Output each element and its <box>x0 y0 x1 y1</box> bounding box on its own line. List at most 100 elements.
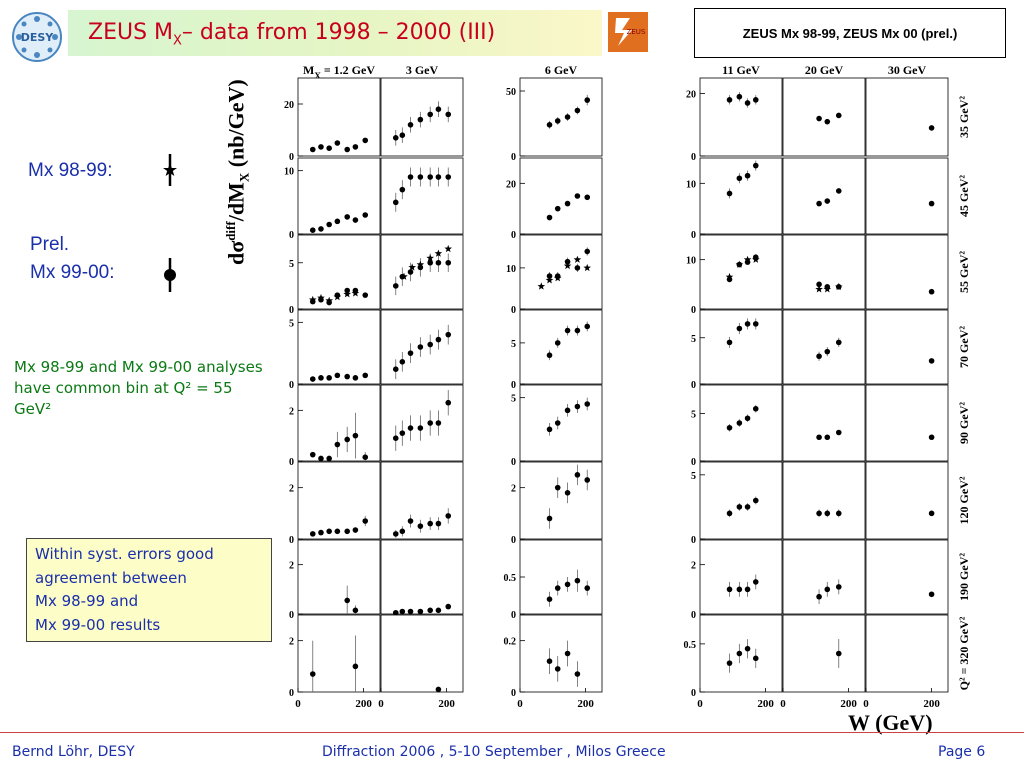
data-point-circle <box>546 658 553 664</box>
plot-panel <box>519 77 603 157</box>
y-tick-label: 0 <box>511 380 516 391</box>
data-point-circle <box>816 593 822 600</box>
data-point-star <box>537 282 546 290</box>
data-point-circle <box>318 144 324 150</box>
column-header: 3 GeV <box>406 63 439 77</box>
legend-prel-label: Prel. <box>30 234 70 255</box>
data-point-circle <box>352 144 359 150</box>
plot-panel <box>699 157 783 235</box>
x-tick-label: 200 <box>577 698 594 710</box>
data-point-circle <box>564 581 571 588</box>
y-tick-label: 0 <box>289 610 294 621</box>
data-point-star <box>743 255 752 263</box>
data-point-circle <box>309 451 316 458</box>
plot-panel <box>519 461 603 540</box>
data-point-circle <box>564 200 571 207</box>
data-point-circle <box>435 106 442 112</box>
data-point-circle <box>928 125 935 131</box>
data-point-star <box>725 272 734 281</box>
plot-panel <box>380 539 464 615</box>
note-text: Mx 98-99 and Mx 99-00 analyses have comm… <box>14 358 263 418</box>
plot-panel <box>865 539 949 615</box>
data-point-circle <box>835 510 842 517</box>
data-point-circle <box>427 111 434 118</box>
plot-panel <box>865 234 949 310</box>
y-tick-label: 10 <box>506 264 516 275</box>
data-point-circle <box>427 174 434 180</box>
data-point-circle <box>417 425 424 431</box>
data-point-circle <box>736 325 743 332</box>
data-point-circle <box>574 472 581 478</box>
data-point-circle <box>554 118 561 124</box>
y-tick-label: 5 <box>289 259 294 270</box>
data-point-circle <box>318 226 324 232</box>
data-point-circle <box>584 194 591 201</box>
data-point-star <box>735 260 744 268</box>
column-header: 20 GeV <box>805 63 844 77</box>
column-header: 6 GeV <box>545 63 578 77</box>
data-point-circle <box>744 645 751 652</box>
data-point-circle <box>362 454 369 461</box>
data-point-star <box>408 263 416 271</box>
data-point-star <box>752 255 760 263</box>
data-point-circle <box>445 513 452 519</box>
data-point-circle <box>417 344 424 350</box>
y-tick-label: 5 <box>691 471 696 482</box>
y-tick-label: 0 <box>511 610 516 621</box>
column-header: 11 GeV <box>722 63 760 77</box>
y-tick-label: 0.2 <box>504 637 517 648</box>
y-tick-label: 0 <box>691 610 696 621</box>
plot-panel <box>380 157 464 235</box>
plot-panel <box>782 309 866 385</box>
data-point-circle <box>736 93 743 100</box>
footer-event: Diffraction 2006 , 5-10 September , Milo… <box>322 744 666 760</box>
data-point-star <box>835 282 843 290</box>
data-point-circle <box>326 528 332 535</box>
data-point-circle <box>435 607 442 614</box>
data-point-circle <box>318 455 324 462</box>
data-point-circle <box>574 671 581 677</box>
plot-panel <box>699 539 783 615</box>
data-point-circle <box>435 420 442 426</box>
data-point-circle <box>334 218 341 225</box>
data-point-circle <box>445 399 452 406</box>
data-point-circle <box>835 188 842 194</box>
row-label: 35 GeV² <box>957 96 971 138</box>
data-point-circle <box>726 190 733 197</box>
data-point-circle <box>417 523 424 529</box>
data-point-circle <box>574 577 581 584</box>
data-point-star <box>573 255 582 263</box>
y-tick-label: 0.5 <box>684 640 697 651</box>
y-tick-label: 0 <box>289 230 294 241</box>
data-point-circle <box>435 259 442 266</box>
plot-panel <box>297 309 381 385</box>
data-point-circle <box>407 269 414 275</box>
data-point-star <box>309 295 317 303</box>
data-point-circle <box>362 518 369 524</box>
plot-panel <box>380 77 464 157</box>
data-point-circle <box>816 434 822 441</box>
data-point-star <box>317 293 325 302</box>
data-point-circle <box>584 97 591 103</box>
plot-panel <box>782 384 866 462</box>
data-point-circle <box>427 341 434 348</box>
data-point-circle <box>564 490 571 496</box>
data-point-circle <box>564 327 571 334</box>
data-point-circle <box>726 424 733 431</box>
data-point-circle <box>744 172 751 179</box>
y-tick-label: 2 <box>511 484 516 495</box>
data-point-circle <box>334 441 341 448</box>
data-point-circle <box>392 531 399 537</box>
data-point-circle <box>407 425 414 431</box>
data-point-circle <box>326 375 332 381</box>
y-tick-label: 2 <box>289 637 294 648</box>
x-tick-label: 200 <box>757 698 774 710</box>
plot-panel <box>782 234 866 310</box>
data-point-circle <box>399 186 406 193</box>
data-point-star <box>563 261 572 270</box>
y-tick-label: 10 <box>686 256 696 267</box>
panel-grid-chart: MX = 1.2 GeV 3 GeV 6 GeV 11 GeV 20 GeV 30 GeV… <box>284 63 971 710</box>
y-tick-label: 0 <box>691 457 696 468</box>
data-point-circle <box>407 174 414 180</box>
data-point-circle <box>344 214 351 220</box>
